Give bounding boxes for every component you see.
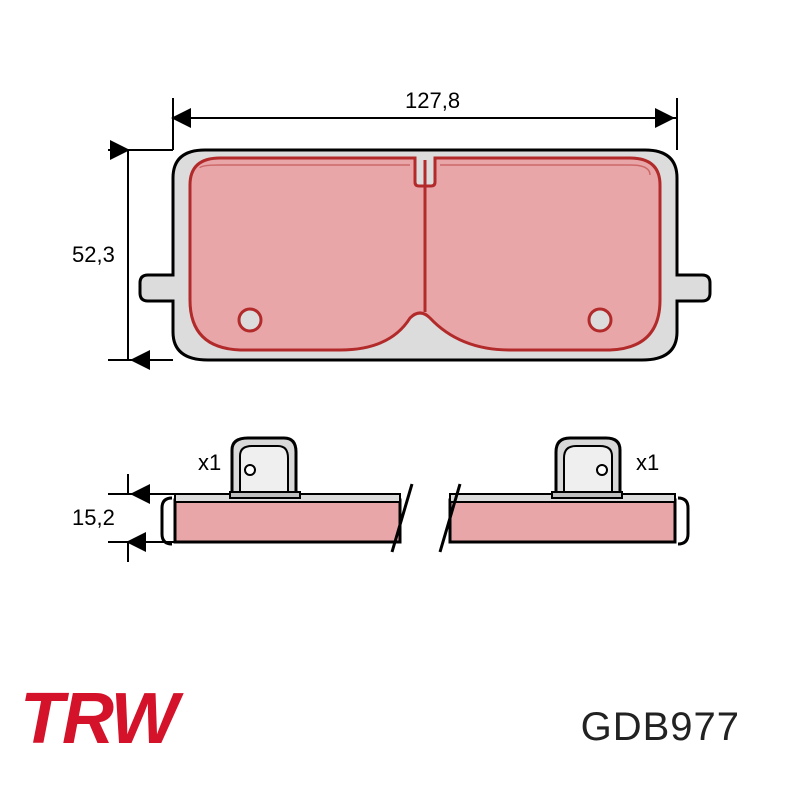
thickness-dimension — [108, 474, 175, 562]
height-label: 52,3 — [72, 242, 115, 268]
qty-right: x1 — [636, 450, 659, 476]
clip-left — [230, 438, 300, 498]
thickness-label: 15,2 — [72, 505, 115, 531]
qty-left: x1 — [198, 450, 221, 476]
width-label: 127,8 — [405, 88, 460, 114]
side-view — [162, 438, 688, 552]
clip-right — [552, 438, 622, 498]
part-code: GDB977 — [581, 705, 740, 750]
brand-text: TRW — [20, 679, 177, 759]
brand-logo: TRW — [20, 678, 177, 760]
diagram-stage: 127,8 52,3 15,2 x1 x1 TRW GDB977 — [0, 0, 800, 800]
